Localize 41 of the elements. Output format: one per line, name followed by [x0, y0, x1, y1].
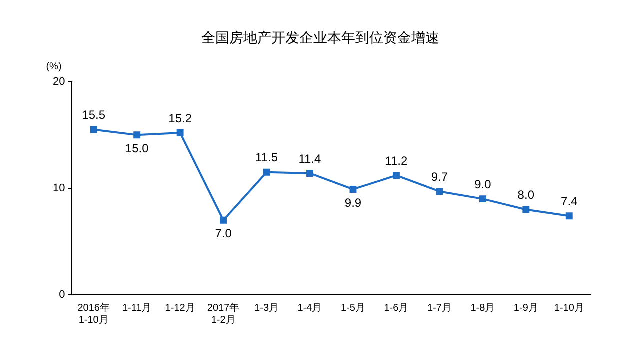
- data-label: 8.0: [518, 188, 535, 202]
- point: [220, 216, 228, 224]
- point: [176, 129, 184, 136]
- point: [436, 188, 444, 196]
- y-axis-title: (%): [46, 62, 62, 73]
- x-tick-label: 1-6月: [384, 302, 409, 314]
- x-tick-label: 1-4月: [298, 302, 322, 314]
- point: [263, 168, 270, 176]
- data-label: 11.2: [385, 154, 408, 168]
- x-tick-label: 1-12月: [165, 302, 196, 314]
- data-label: 9.9: [344, 196, 362, 210]
- y-tick-label: 0: [59, 289, 66, 302]
- y-tick-label: 20: [52, 76, 66, 88]
- point: [479, 196, 486, 203]
- point: [392, 172, 400, 180]
- data-label: 11.5: [256, 150, 278, 165]
- data-label: 7.0: [215, 226, 232, 241]
- y-tick-label: 10: [52, 182, 66, 194]
- data-label: 9.0: [474, 177, 492, 192]
- point: [350, 186, 357, 193]
- data-label: 11.4: [298, 152, 322, 166]
- data-label: 9.7: [431, 170, 448, 184]
- chart-title: 全国房地产开发企业本年到位资金增速: [202, 29, 440, 46]
- x-tick-label: 1-7月: [427, 302, 452, 314]
- x-tick-label: 1-8月: [470, 302, 496, 314]
- data-label: 15.2: [168, 111, 192, 126]
- x-tick-label: 1-5月: [341, 302, 366, 314]
- x-tick-label: 2016年 1-10月: [78, 302, 110, 326]
- point: [134, 132, 141, 139]
- point: [522, 206, 530, 214]
- x-tick-label: 1-11月: [122, 302, 152, 314]
- x-tick-label: 1-10月: [554, 302, 584, 314]
- point: [306, 170, 314, 177]
- x-tick-label: 2017年 1-2月: [207, 302, 240, 326]
- data-label: 15.0: [125, 141, 150, 156]
- data-label: 7.4: [561, 194, 578, 208]
- data-label: 15.5: [82, 108, 106, 122]
- x-tick-label: 1-3月: [254, 302, 279, 314]
- point: [90, 126, 98, 134]
- x-tick-label: 1-9月: [514, 302, 538, 314]
- point: [566, 212, 573, 220]
